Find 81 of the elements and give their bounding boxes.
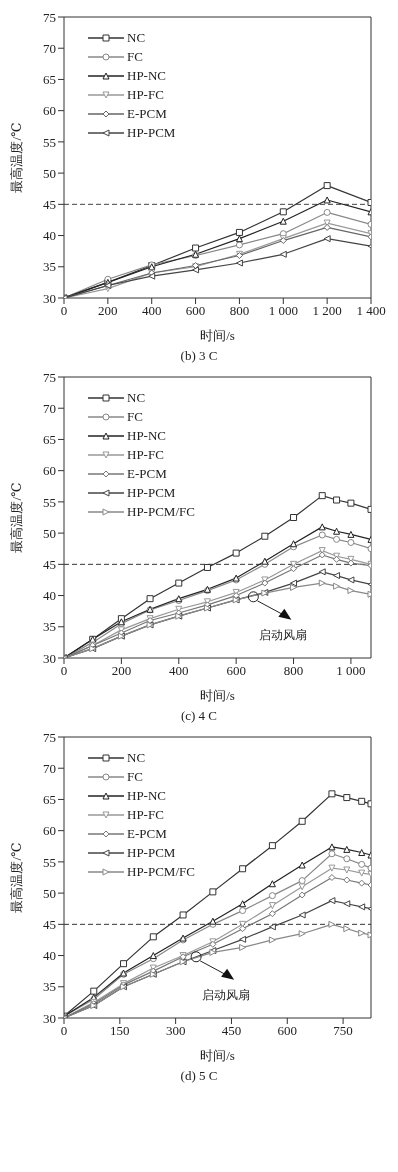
legend-label: FC xyxy=(127,768,143,786)
legend-label: E-PCM xyxy=(127,825,167,843)
legend-label: HP-PCM/FC xyxy=(127,503,195,521)
y-axis-title: 最高温度/℃ xyxy=(8,842,24,913)
y-tick-label: 65 xyxy=(43,792,56,808)
legend-label: HP-FC xyxy=(127,446,164,464)
annotation: 启动风扇 xyxy=(202,987,251,1002)
x-tick-label: 750 xyxy=(333,1023,353,1039)
y-tick-label: 60 xyxy=(43,823,56,839)
y-axis-title: 最高温度/℃ xyxy=(8,482,24,553)
y-tick-label: 70 xyxy=(43,40,56,56)
y-tick-label: 55 xyxy=(43,134,56,150)
x-axis-title: 时间/s xyxy=(200,688,235,703)
y-tick-label: 70 xyxy=(43,760,56,776)
legend-label: NC xyxy=(127,29,146,47)
legend-label: HP-PCM xyxy=(127,484,176,502)
x-tick-label: 0 xyxy=(60,1023,68,1039)
y-tick-label: 40 xyxy=(43,948,56,964)
x-tick-label: 400 xyxy=(141,303,162,319)
legend-label: HP-NC xyxy=(127,427,167,445)
y-tick-label: 45 xyxy=(43,196,56,212)
y-tick-label: 35 xyxy=(43,259,56,275)
legend-label: E-PCM xyxy=(127,465,167,483)
x-tick-label: 0 xyxy=(60,303,68,319)
legend-label: NC xyxy=(127,389,146,407)
y-tick-label: 65 xyxy=(43,432,56,448)
y-tick-label: 60 xyxy=(43,463,56,479)
x-axis-title: 时间/s xyxy=(200,1048,235,1063)
y-tick-label: 50 xyxy=(43,885,56,901)
y-tick-label: 55 xyxy=(43,854,56,870)
y-tick-label: 35 xyxy=(43,619,56,635)
y-tick-label: 70 xyxy=(43,400,56,416)
x-tick-label: 200 xyxy=(111,663,132,679)
legend-label: E-PCM xyxy=(127,105,167,123)
x-tick-label: 1 200 xyxy=(312,303,342,319)
y-tick-label: 30 xyxy=(43,290,56,306)
legend-label: HP-FC xyxy=(127,806,164,824)
y-tick-label: 50 xyxy=(43,525,56,541)
legend-label: NC xyxy=(127,749,146,767)
y-tick-label: 40 xyxy=(43,228,56,244)
legend-label: HP-PCM xyxy=(127,844,176,862)
text: (c) 4 C xyxy=(179,708,219,724)
x-tick-label: 300 xyxy=(165,1023,186,1039)
x-tick-label: 400 xyxy=(169,663,189,679)
text: (d) 5 C xyxy=(179,1068,219,1084)
y-tick-label: 40 xyxy=(43,588,56,604)
y-axis-title: 最高温度/℃ xyxy=(8,122,24,193)
y-tick-label: 55 xyxy=(43,494,56,510)
y-tick-label: 45 xyxy=(43,556,56,572)
x-tick-label: 150 xyxy=(110,1023,130,1039)
y-tick-label: 75 xyxy=(43,9,56,25)
x-tick-label: 200 xyxy=(98,303,118,319)
x-tick-label: 1 000 xyxy=(268,303,298,319)
y-tick-label: 60 xyxy=(43,103,56,119)
legend-label: FC xyxy=(127,408,143,426)
x-tick-label: 800 xyxy=(229,303,250,319)
legend-label: HP-PCM/FC xyxy=(127,863,195,881)
legend-label: HP-NC xyxy=(127,787,167,805)
x-tick-label: 600 xyxy=(185,303,206,319)
x-axis-title: 时间/s xyxy=(200,328,235,343)
text: (b) 3 C xyxy=(179,348,219,364)
y-tick-label: 75 xyxy=(43,729,56,745)
y-tick-label: 35 xyxy=(43,979,56,995)
annotation: 启动风扇 xyxy=(259,627,308,642)
x-tick-label: 600 xyxy=(226,663,246,679)
x-tick-label: 800 xyxy=(283,663,304,679)
legend-label: HP-NC xyxy=(127,67,167,85)
y-tick-label: 45 xyxy=(43,916,56,932)
legend-label: HP-PCM xyxy=(127,124,176,142)
y-tick-label: 50 xyxy=(43,165,56,181)
legend-label: HP-FC xyxy=(127,86,164,104)
x-tick-label: 0 xyxy=(60,663,68,679)
x-tick-label: 600 xyxy=(277,1023,298,1039)
y-tick-label: 65 xyxy=(43,72,56,88)
y-tick-label: 30 xyxy=(43,650,56,666)
x-tick-label: 450 xyxy=(221,1023,242,1039)
x-tick-label: 1 000 xyxy=(336,663,366,679)
x-tick-label: 1 400 xyxy=(356,303,386,319)
y-tick-label: 30 xyxy=(43,1010,56,1026)
y-tick-label: 75 xyxy=(43,369,56,385)
legend-label: FC xyxy=(127,48,143,66)
